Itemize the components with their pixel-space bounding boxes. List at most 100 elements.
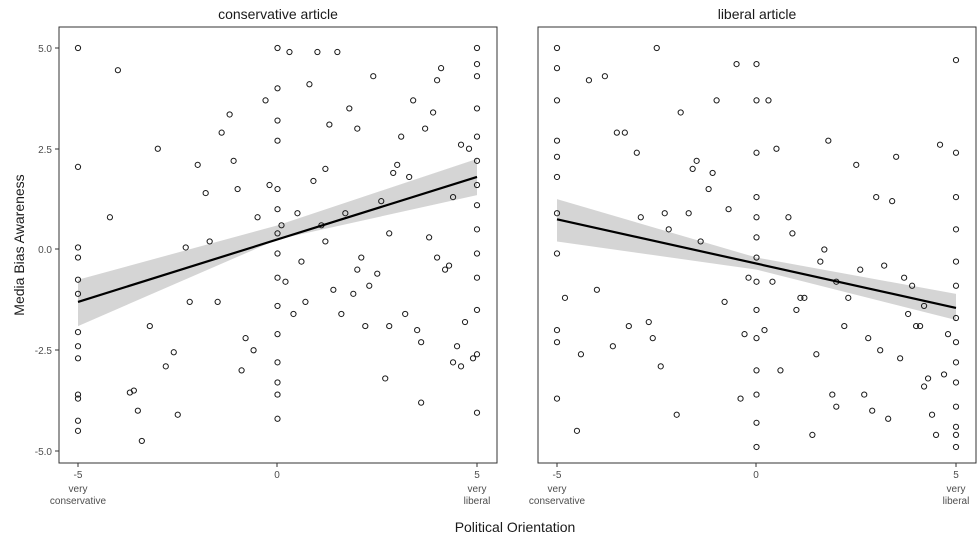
data-point — [721, 298, 728, 305]
data-point — [242, 335, 249, 342]
data-point — [585, 77, 593, 84]
data-point — [410, 97, 417, 104]
data-point — [286, 48, 293, 56]
data-point — [274, 379, 281, 386]
x-axis: -5 0 5 very conservative very liberal — [50, 463, 490, 507]
data-point — [254, 214, 261, 221]
data-point — [645, 318, 652, 326]
data-point — [881, 262, 888, 269]
data-point — [386, 322, 393, 330]
data-point — [290, 310, 297, 318]
fit-line — [556, 218, 957, 310]
data-point — [469, 355, 477, 362]
data-point — [885, 415, 892, 422]
data-point — [473, 133, 481, 140]
data-point — [174, 411, 181, 418]
data-point — [382, 375, 389, 382]
data-point — [825, 137, 832, 144]
data-point — [693, 157, 700, 164]
data-point — [809, 431, 816, 438]
x-tick-sublabel: conservative — [529, 496, 586, 507]
data-point — [785, 214, 792, 221]
data-point — [553, 395, 561, 402]
data-point — [753, 149, 760, 156]
data-point — [637, 214, 644, 221]
data-point — [901, 274, 908, 281]
data-point — [306, 81, 313, 88]
data-point — [274, 302, 281, 310]
data-point — [924, 375, 932, 382]
data-point — [274, 359, 281, 366]
data-point — [186, 298, 193, 305]
panel-liberal: liberal article -5 0 5 very conservative… — [529, 6, 977, 507]
y-tick-label: -5.0 — [35, 447, 53, 458]
data-point — [873, 194, 880, 201]
y-tick-label: 0.0 — [38, 245, 52, 256]
data-point — [905, 310, 912, 318]
data-point — [74, 44, 82, 52]
panel-border — [58, 26, 498, 464]
data-point — [952, 226, 960, 233]
data-point — [473, 105, 481, 112]
x-tick-sublabel: very — [69, 484, 88, 495]
data-point — [162, 363, 169, 370]
data-point — [928, 411, 936, 418]
data-point — [465, 145, 473, 152]
data-point — [793, 306, 800, 314]
data-point — [274, 415, 281, 422]
data-point — [553, 339, 561, 346]
data-point — [821, 246, 828, 253]
data-point — [613, 129, 620, 136]
data-point — [733, 61, 740, 68]
data-point — [434, 254, 441, 261]
data-point — [354, 125, 361, 132]
data-point — [74, 244, 82, 251]
data-point — [797, 294, 804, 301]
data-point — [893, 153, 900, 160]
data-point — [773, 145, 780, 152]
data-point — [74, 427, 82, 434]
x-tick-label: 5 — [474, 470, 480, 481]
data-point — [473, 44, 481, 52]
data-point — [278, 222, 285, 229]
data-point — [106, 214, 114, 221]
x-tick-label: -5 — [553, 470, 562, 481]
data-point — [689, 165, 696, 172]
data-point — [114, 67, 122, 74]
data-point — [390, 169, 397, 177]
data-point — [952, 282, 960, 289]
data-point — [473, 250, 481, 257]
data-point — [274, 391, 281, 398]
data-point — [330, 286, 337, 293]
data-point — [154, 145, 161, 152]
data-point — [457, 363, 465, 370]
data-point — [665, 226, 672, 233]
data-point — [952, 56, 960, 64]
data-point — [649, 335, 656, 342]
data-point — [609, 343, 616, 350]
data-point — [753, 194, 760, 201]
data-point — [322, 238, 329, 245]
data-point — [653, 44, 660, 52]
data-point — [274, 44, 281, 52]
data-point — [473, 306, 481, 314]
points-group — [553, 44, 960, 451]
data-point — [418, 339, 425, 346]
y-tick-label: 5.0 — [38, 44, 52, 55]
data-point — [745, 274, 752, 281]
data-point — [952, 339, 960, 346]
data-point — [74, 417, 82, 424]
data-point — [909, 282, 916, 289]
data-point — [473, 409, 481, 416]
data-point — [741, 331, 748, 338]
data-point — [813, 351, 820, 358]
data-point — [777, 367, 784, 374]
data-point — [441, 266, 449, 273]
data-point — [737, 395, 744, 402]
panel-title: liberal article — [718, 6, 797, 22]
data-point — [218, 129, 225, 136]
data-point — [753, 254, 760, 261]
x-axis: -5 0 5 very conservative very liberal — [529, 463, 969, 507]
data-point — [709, 169, 716, 177]
data-point — [310, 177, 317, 185]
